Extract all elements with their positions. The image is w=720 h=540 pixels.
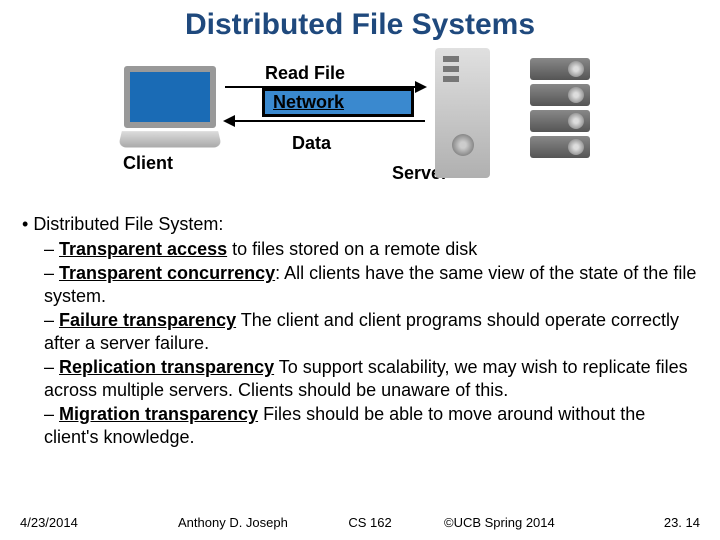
list-item: – Transparent concurrency: All clients h…	[44, 262, 698, 307]
footer-page: 23. 14	[572, 515, 700, 530]
data-label: Data	[292, 133, 331, 154]
footer-date: 4/23/2014	[20, 515, 148, 530]
list-item: – Failure transparency The client and cl…	[44, 309, 698, 354]
server-tower-icon	[435, 48, 490, 178]
list-item: – Transparent access to files stored on …	[44, 238, 698, 261]
sub-list: – Transparent access to files stored on …	[44, 238, 698, 449]
laptop-icon	[120, 66, 220, 148]
main-bullet: • Distributed File System:	[22, 213, 698, 236]
page-title: Distributed File Systems	[0, 0, 720, 48]
arrow-left-icon	[225, 120, 425, 122]
footer: 4/23/2014 Anthony D. Joseph CS 162 ©UCB …	[0, 515, 720, 530]
footer-copyright: ©UCB Spring 2014	[434, 515, 572, 530]
network-label: Network	[262, 88, 414, 117]
list-item: – Replication transparency To support sc…	[44, 356, 698, 401]
client-label: Client	[123, 153, 173, 174]
diagram-area: Read File Network Data Client Server	[0, 48, 720, 213]
list-item: – Migration transparency Files should be…	[44, 403, 698, 448]
footer-course: CS 162	[306, 515, 434, 530]
read-file-label: Read File	[265, 63, 345, 84]
content-area: • Distributed File System: – Transparent…	[0, 213, 720, 448]
footer-author: Anthony D. Joseph	[148, 515, 306, 530]
disk-stack-icon	[530, 58, 590, 162]
